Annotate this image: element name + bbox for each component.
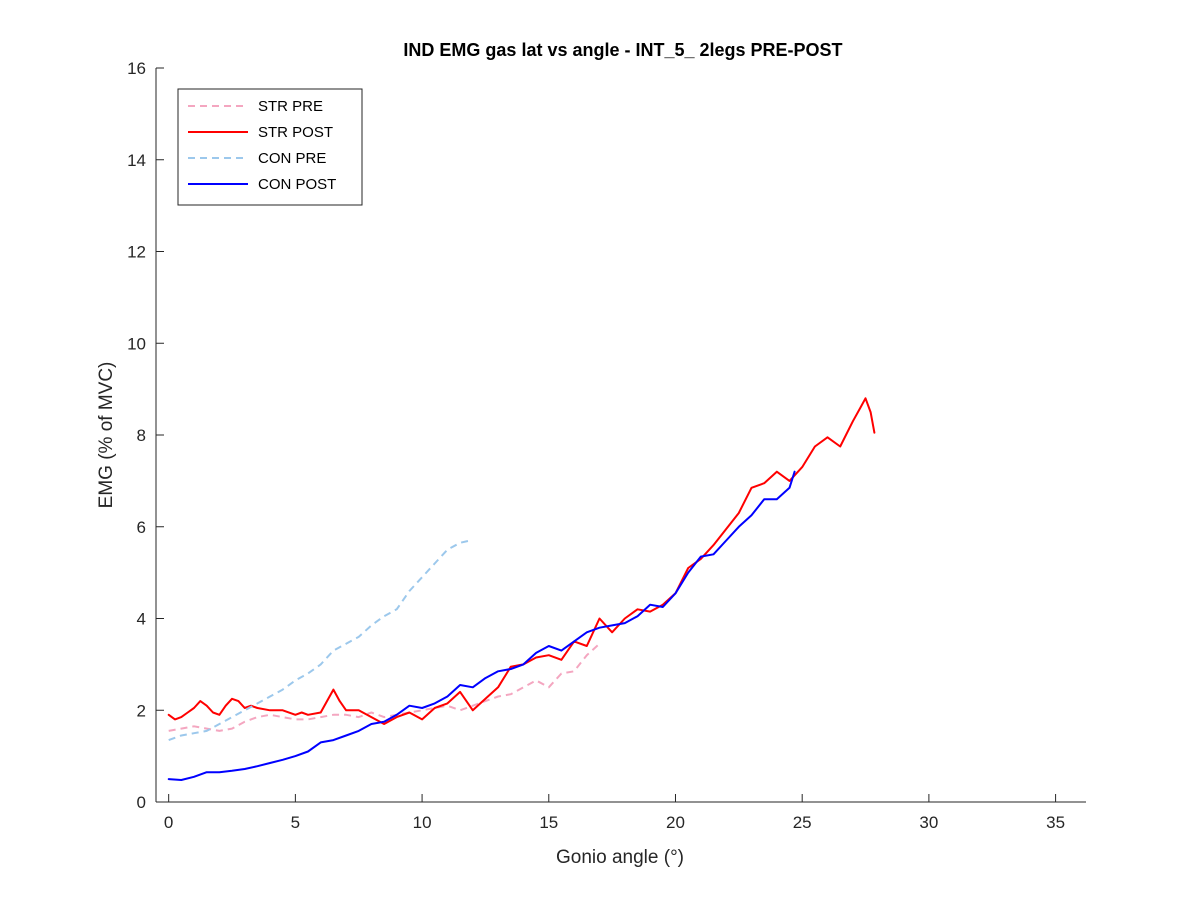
y-tick-label: 6: [137, 518, 146, 537]
chart-title: IND EMG gas lat vs angle - INT_5_ 2legs …: [403, 40, 842, 60]
x-tick-label: 10: [413, 813, 432, 832]
x-tick-label: 25: [793, 813, 812, 832]
x-tick-label: 15: [539, 813, 558, 832]
legend: STR PRE STR POST CON PRE CON POST: [177, 88, 363, 206]
y-tick-label: 14: [127, 151, 146, 170]
legend-label: STR PRE: [258, 98, 323, 115]
y-tick-label: 2: [137, 701, 146, 720]
series-line-str-post: [167, 397, 876, 725]
y-tick-label: 0: [137, 793, 146, 812]
x-tick-label: 5: [291, 813, 300, 832]
x-tick-label: 20: [666, 813, 685, 832]
y-axis-label: EMG (% of MVC): [96, 362, 117, 509]
series-line-con-pre: [168, 539, 471, 742]
y-tick-label: 8: [137, 426, 146, 445]
x-tick-label: 0: [164, 813, 173, 832]
y-tick-label: 12: [127, 243, 146, 262]
series-line-str-pre: [168, 642, 601, 732]
x-axis: 0 5 10 15 20 25 30 35: [156, 794, 1086, 832]
x-tick-label: 30: [919, 813, 938, 832]
plot-area: [167, 397, 876, 781]
legend-label: CON POST: [258, 176, 336, 193]
x-tick-label: 35: [1046, 813, 1065, 832]
y-tick-label: 4: [137, 610, 146, 629]
y-axis: 0 2 4 6 8 10 12 14 16: [127, 59, 164, 812]
y-tick-label: 16: [127, 59, 146, 78]
legend-label: CON PRE: [258, 150, 326, 167]
x-axis-label: Gonio angle (°): [556, 847, 684, 868]
legend-box: [177, 88, 363, 206]
series-line-con-post: [167, 470, 796, 781]
legend-label: STR POST: [258, 124, 333, 141]
y-tick-label: 10: [127, 334, 146, 353]
